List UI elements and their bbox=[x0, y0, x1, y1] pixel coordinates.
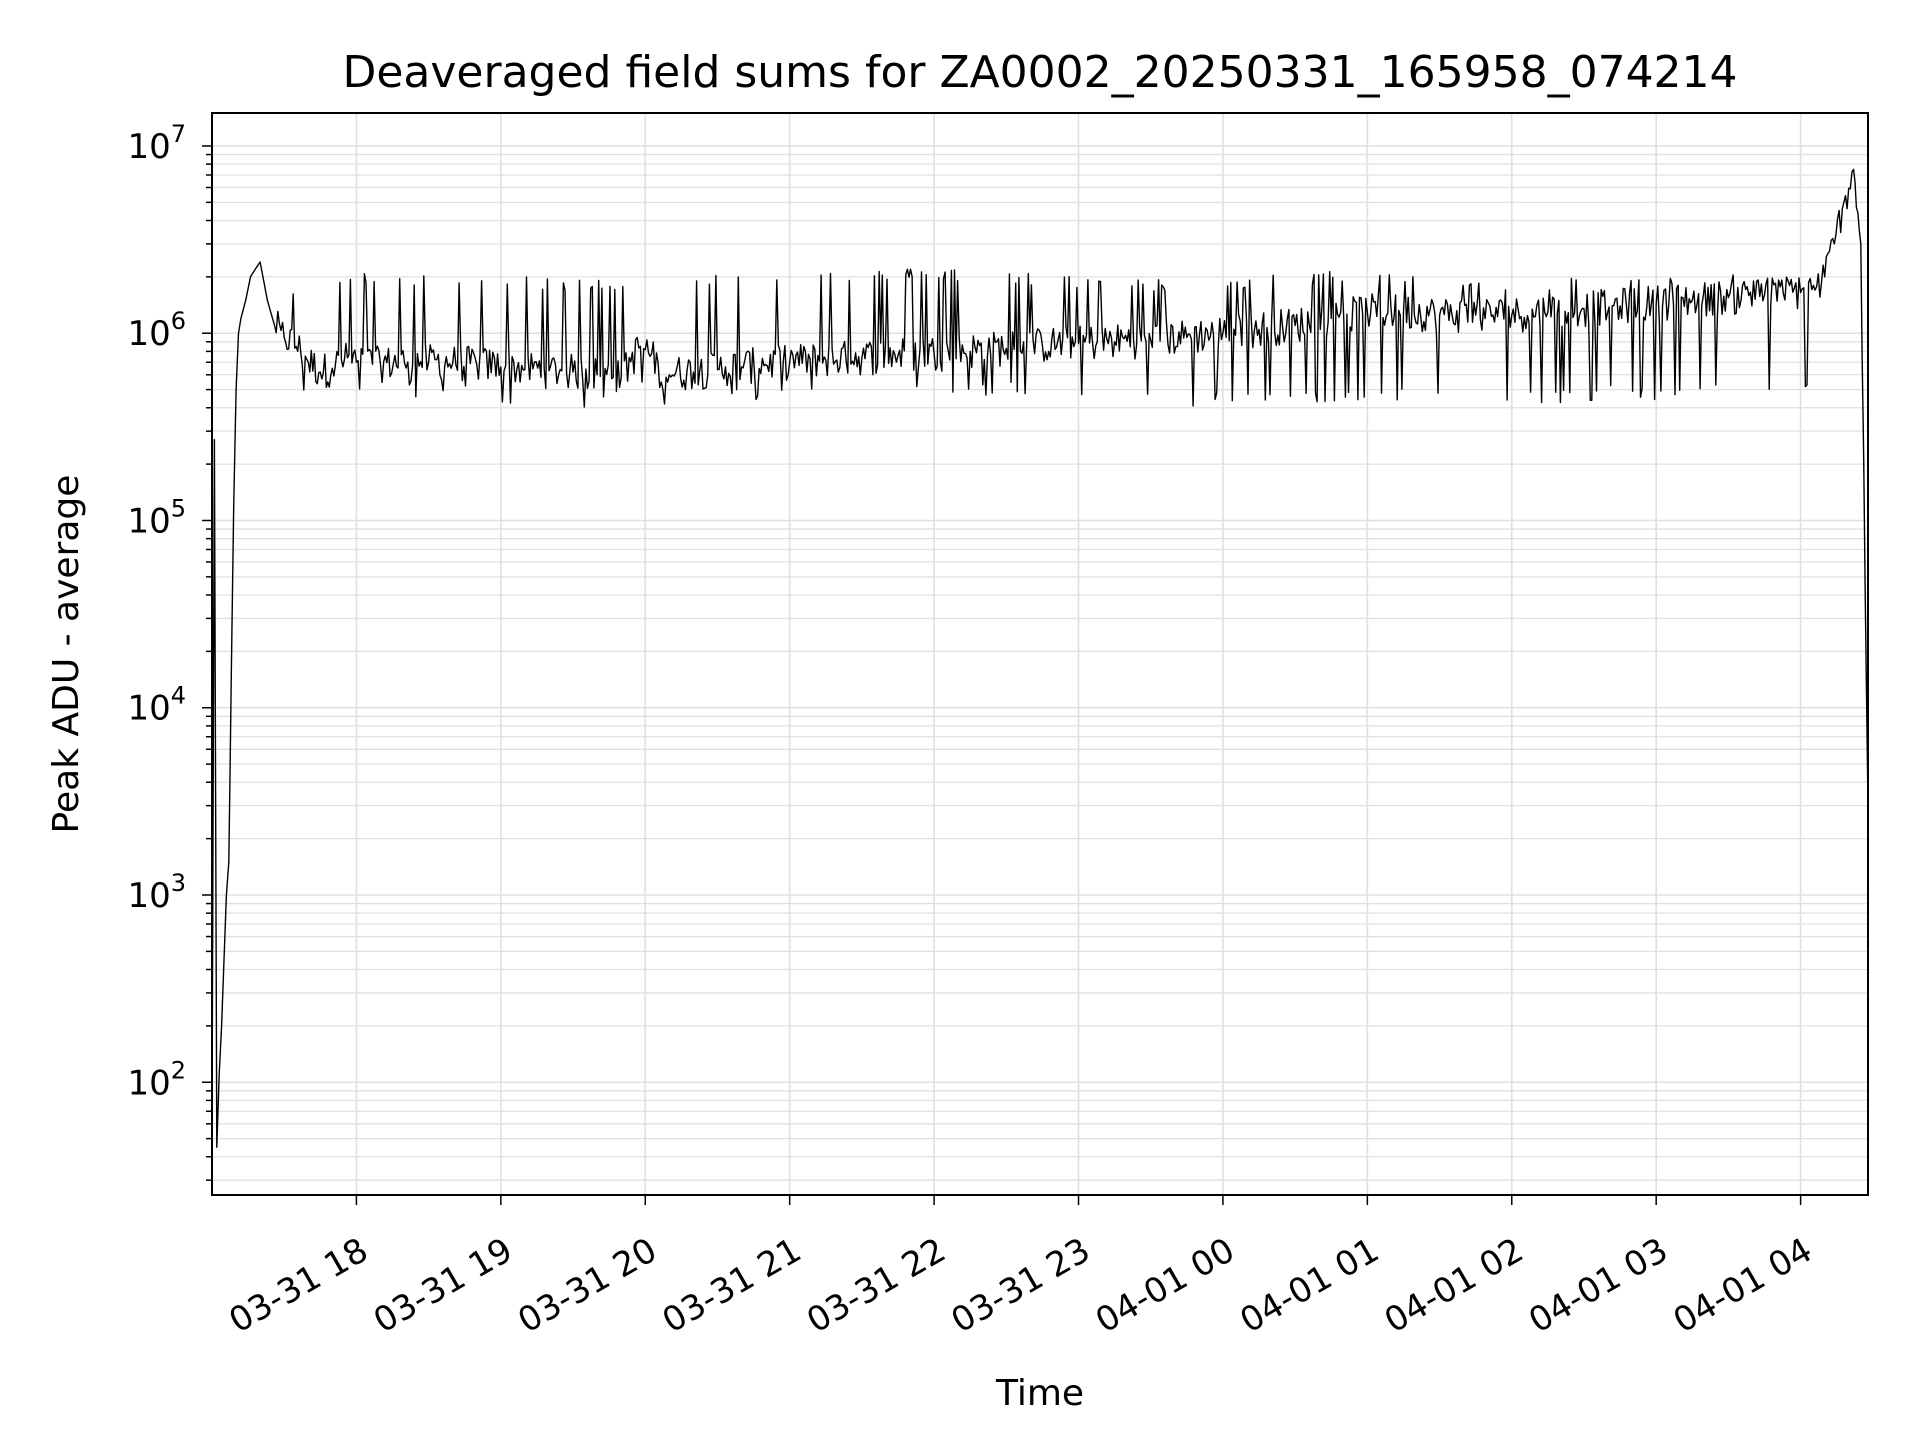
series-line bbox=[212, 168, 1868, 1148]
chart-title: Deaveraged field sums for ZA0002_2025033… bbox=[342, 47, 1737, 98]
series-layer bbox=[212, 168, 1868, 1148]
y-tick-label: 102 bbox=[127, 1056, 186, 1103]
y-axis-label: Peak ADU - average bbox=[46, 475, 87, 834]
y-tick-label: 103 bbox=[127, 869, 186, 916]
y-tick-label: 105 bbox=[127, 494, 186, 541]
y-tick-label: 106 bbox=[127, 307, 186, 354]
plot-frame bbox=[211, 112, 1869, 1196]
x-axis-label: Time bbox=[995, 1373, 1084, 1414]
y-tick-label: 104 bbox=[127, 682, 186, 729]
y-tick-label: 107 bbox=[127, 120, 186, 167]
